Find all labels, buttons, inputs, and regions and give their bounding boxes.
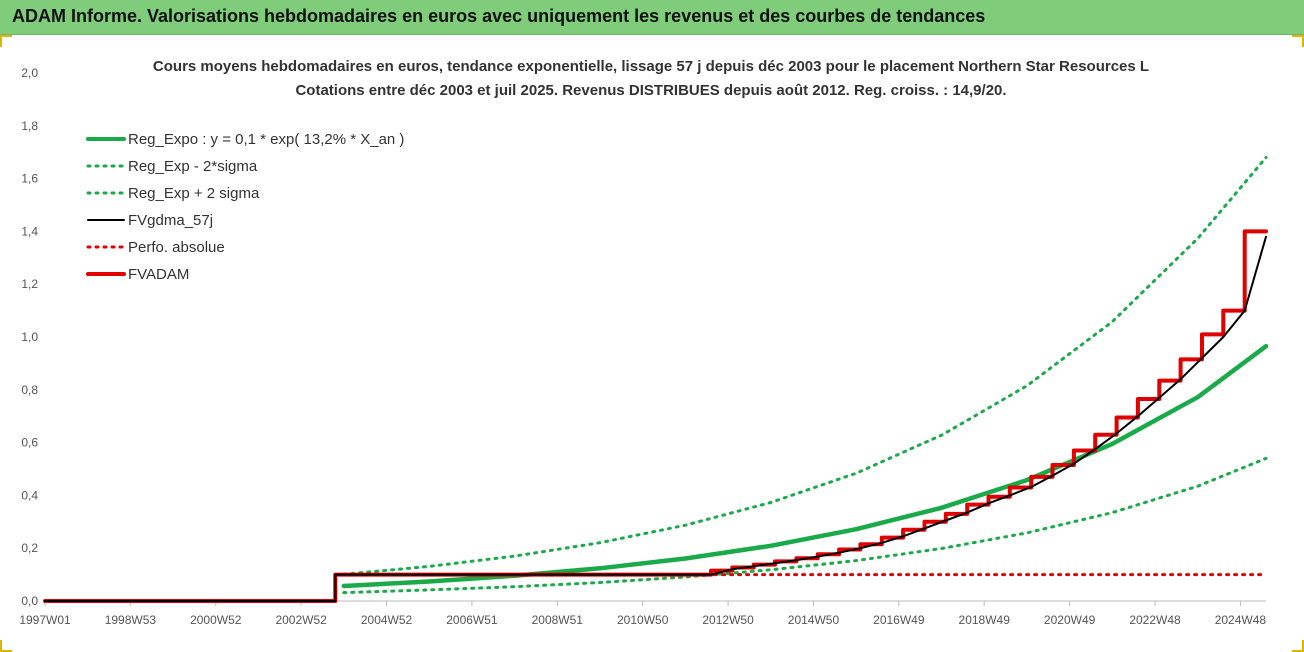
x-tick-label: 2006W51 xyxy=(446,613,498,627)
y-tick-label: 2,0 xyxy=(21,66,38,80)
chart-plot: Cours moyens hebdomadaires en euros, ten… xyxy=(19,58,1269,627)
corner-marker xyxy=(1292,35,1304,47)
corner-marker xyxy=(0,640,12,652)
chart-title: Cours moyens hebdomadaires en euros, ten… xyxy=(153,58,1149,75)
header-bar: ADAM Informe. Valorisations hebdomadaire… xyxy=(0,0,1304,35)
legend-label: Reg_Expo : y = 0,1 * exp( 13,2% * X_an ) xyxy=(128,131,404,148)
series-line-3 xyxy=(44,235,1267,602)
y-tick-label: 1,2 xyxy=(21,277,38,291)
x-tick-label: 2000W52 xyxy=(190,613,242,627)
y-tick-label: 1,8 xyxy=(21,119,38,133)
y-tick-label: 1,0 xyxy=(21,330,38,344)
x-tick-label: 1997W01 xyxy=(19,613,71,627)
x-tick-label: 2024W48 xyxy=(1215,613,1267,627)
corner-marker xyxy=(0,35,12,47)
x-tick-label: 2002W52 xyxy=(275,613,327,627)
y-tick-label: 0,6 xyxy=(21,436,38,450)
x-tick-label: 2008W51 xyxy=(532,613,584,627)
x-tick-label: 2020W49 xyxy=(1044,613,1096,627)
chart-subtitle: Cotations entre déc 2003 et juil 2025. R… xyxy=(295,82,1006,99)
x-tick-label: 2010W50 xyxy=(617,613,669,627)
series-line-2 xyxy=(342,156,1268,576)
legend-label: FVgdma_57j xyxy=(128,212,213,229)
y-tick-label: 0,4 xyxy=(21,488,38,502)
x-tick-label: 2016W49 xyxy=(873,613,925,627)
x-tick-label: 2014W50 xyxy=(788,613,840,627)
series-line-1 xyxy=(342,456,1268,595)
series-line-0 xyxy=(341,343,1269,589)
series-line-5 xyxy=(43,229,1268,603)
x-tick-label: 2022W48 xyxy=(1129,613,1181,627)
page-title: ADAM Informe. Valorisations hebdomadaire… xyxy=(12,6,986,26)
y-tick-label: 0,8 xyxy=(21,383,38,397)
y-tick-label: 1,4 xyxy=(21,224,38,238)
x-tick-label: 2012W50 xyxy=(702,613,754,627)
corner-marker xyxy=(1292,640,1304,652)
legend-label: FVADAM xyxy=(128,266,189,283)
x-tick-label: 2004W52 xyxy=(361,613,413,627)
y-tick-label: 1,6 xyxy=(21,172,38,186)
y-tick-label: 0,2 xyxy=(21,541,38,555)
y-tick-label: 0,0 xyxy=(21,594,38,608)
legend-label: Perfo. absolue xyxy=(128,239,225,256)
legend-label: Reg_Exp - 2*sigma xyxy=(128,158,258,175)
chart-area: Cours moyens hebdomadaires en euros, ten… xyxy=(0,35,1304,652)
legend-label: Reg_Exp + 2 sigma xyxy=(128,185,260,202)
x-tick-label: 2018W49 xyxy=(959,613,1011,627)
x-tick-label: 1998W53 xyxy=(105,613,157,627)
